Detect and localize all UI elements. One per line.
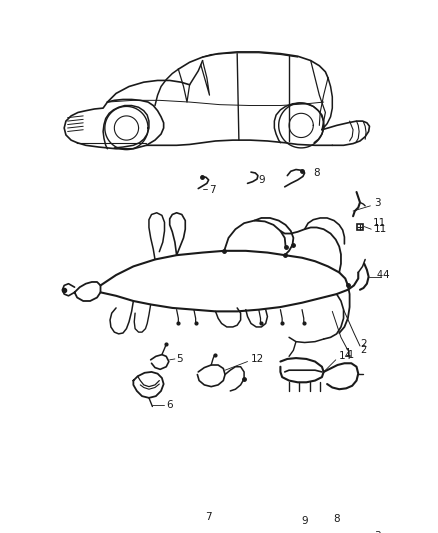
Text: 9: 9 <box>259 175 265 185</box>
Text: 8: 8 <box>313 168 320 178</box>
Text: 5: 5 <box>177 354 183 364</box>
Text: 11: 11 <box>374 224 387 234</box>
Text: 14: 14 <box>339 351 353 361</box>
Text: 11: 11 <box>372 218 385 228</box>
Text: 7: 7 <box>208 185 215 195</box>
Text: 2: 2 <box>360 339 367 349</box>
Text: 1: 1 <box>348 350 354 360</box>
Text: 1: 1 <box>345 348 352 358</box>
Text: 8: 8 <box>333 514 340 524</box>
Text: 4: 4 <box>377 270 383 280</box>
Text: 12: 12 <box>251 354 264 364</box>
Text: 9: 9 <box>301 516 308 526</box>
Text: 6: 6 <box>166 400 173 410</box>
Text: 3: 3 <box>374 198 381 208</box>
Text: 2: 2 <box>360 345 367 356</box>
Text: 3: 3 <box>374 531 381 533</box>
Text: 4: 4 <box>382 270 389 280</box>
Text: 7: 7 <box>205 512 212 522</box>
